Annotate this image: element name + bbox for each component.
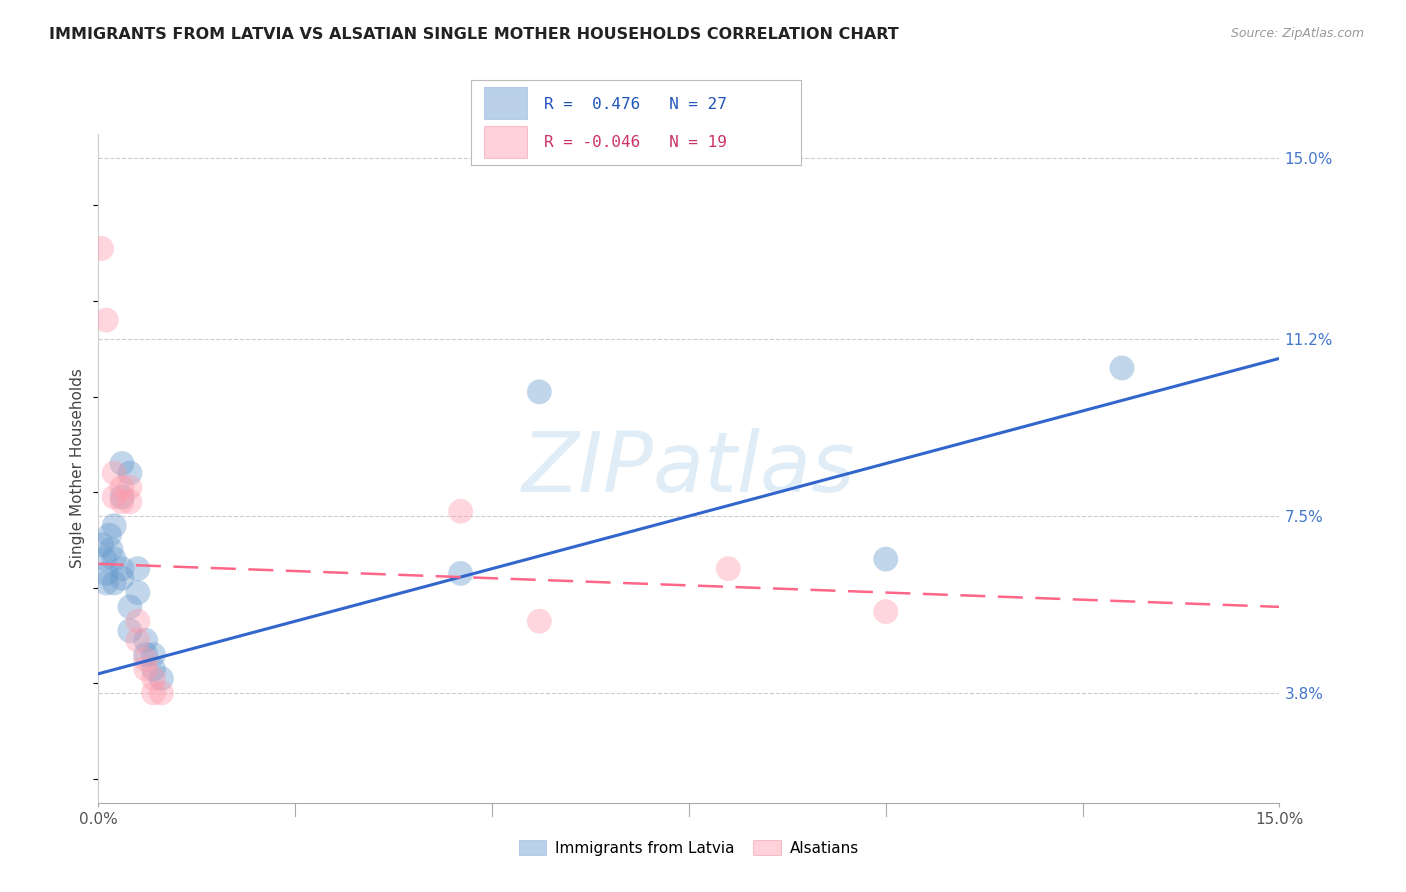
Point xyxy=(135,648,157,662)
Point xyxy=(103,518,125,533)
Point xyxy=(135,633,157,648)
Point xyxy=(127,562,149,576)
Legend: Immigrants from Latvia, Alsatians: Immigrants from Latvia, Alsatians xyxy=(513,834,865,862)
Point xyxy=(875,605,897,619)
Point xyxy=(103,552,125,566)
Point xyxy=(450,566,472,581)
Point xyxy=(90,242,112,256)
Point xyxy=(98,528,121,542)
Point xyxy=(717,562,740,576)
Point xyxy=(111,490,134,504)
Point xyxy=(150,686,173,700)
Point xyxy=(127,633,149,648)
Point xyxy=(118,480,141,494)
Text: R =  0.476   N = 27: R = 0.476 N = 27 xyxy=(544,96,727,112)
Point xyxy=(118,599,141,614)
Text: R = -0.046   N = 19: R = -0.046 N = 19 xyxy=(544,135,727,150)
Text: Source: ZipAtlas.com: Source: ZipAtlas.com xyxy=(1230,27,1364,40)
Bar xyxy=(484,87,527,120)
Point xyxy=(135,652,157,666)
Point xyxy=(118,466,141,480)
Point xyxy=(127,614,149,628)
Point xyxy=(111,562,134,576)
Point xyxy=(96,566,118,581)
Point xyxy=(135,662,157,676)
Point xyxy=(450,504,472,518)
Point xyxy=(142,672,165,686)
Point xyxy=(118,624,141,638)
Point xyxy=(96,313,118,327)
Point xyxy=(142,648,165,662)
Point xyxy=(118,494,141,508)
Point xyxy=(529,384,551,399)
Point xyxy=(1111,361,1133,376)
Point xyxy=(90,538,112,552)
Y-axis label: Single Mother Households: Single Mother Households xyxy=(70,368,86,568)
Text: IMMIGRANTS FROM LATVIA VS ALSATIAN SINGLE MOTHER HOUSEHOLDS CORRELATION CHART: IMMIGRANTS FROM LATVIA VS ALSATIAN SINGL… xyxy=(49,27,898,42)
Point xyxy=(111,457,134,471)
Point xyxy=(93,552,115,566)
Point xyxy=(103,490,125,504)
Point xyxy=(100,542,122,557)
Point xyxy=(142,662,165,676)
Point xyxy=(96,576,118,591)
Point xyxy=(111,571,134,585)
Point xyxy=(111,480,134,494)
Point xyxy=(529,614,551,628)
Point xyxy=(103,466,125,480)
Point xyxy=(127,585,149,599)
Point xyxy=(103,576,125,591)
Bar xyxy=(484,126,527,158)
Text: ZIPatlas: ZIPatlas xyxy=(522,428,856,508)
Point xyxy=(142,686,165,700)
Point xyxy=(875,552,897,566)
Point xyxy=(111,494,134,508)
Point xyxy=(150,672,173,686)
